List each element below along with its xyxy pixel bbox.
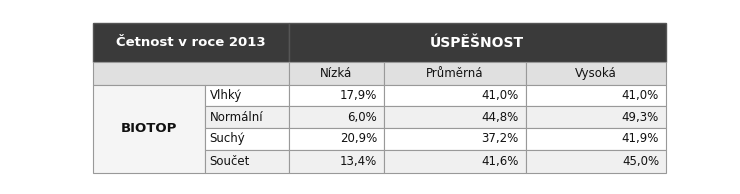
Bar bbox=[289, 128, 384, 150]
Bar bbox=[205, 128, 289, 150]
Text: Vlhký: Vlhký bbox=[209, 89, 242, 102]
Bar bbox=[384, 128, 525, 150]
Text: Nízká: Nízká bbox=[320, 67, 352, 80]
Bar bbox=[205, 150, 289, 173]
Bar bbox=[525, 128, 666, 150]
Text: 17,9%: 17,9% bbox=[340, 89, 377, 102]
Text: 6,0%: 6,0% bbox=[347, 111, 377, 124]
Text: 45,0%: 45,0% bbox=[622, 155, 659, 168]
Bar bbox=[525, 85, 666, 107]
Bar bbox=[525, 62, 666, 85]
Bar bbox=[525, 107, 666, 128]
Text: ÚSPĚŠNOST: ÚSPĚŠNOST bbox=[430, 36, 525, 49]
Text: 37,2%: 37,2% bbox=[482, 132, 519, 145]
Bar bbox=[384, 85, 525, 107]
Text: Normální: Normální bbox=[209, 111, 263, 124]
Bar bbox=[384, 150, 525, 173]
Text: Suchý: Suchý bbox=[209, 132, 245, 145]
Text: Součet: Součet bbox=[209, 155, 250, 168]
Bar bbox=[205, 107, 289, 128]
Text: 41,0%: 41,0% bbox=[622, 89, 659, 102]
Bar bbox=[525, 150, 666, 173]
Text: 41,0%: 41,0% bbox=[482, 89, 519, 102]
Bar bbox=[289, 85, 384, 107]
Text: Průměrná: Průměrná bbox=[426, 67, 483, 80]
Text: 41,9%: 41,9% bbox=[622, 132, 659, 145]
Bar bbox=[205, 85, 289, 107]
Bar bbox=[384, 62, 525, 85]
Text: 20,9%: 20,9% bbox=[340, 132, 377, 145]
Text: 13,4%: 13,4% bbox=[340, 155, 377, 168]
Text: Vysoká: Vysoká bbox=[575, 67, 616, 80]
Text: BIOTOP: BIOTOP bbox=[121, 122, 177, 135]
Text: 49,3%: 49,3% bbox=[622, 111, 659, 124]
Bar bbox=[289, 150, 384, 173]
Bar bbox=[92, 85, 205, 173]
Bar bbox=[92, 62, 289, 85]
Bar bbox=[289, 107, 384, 128]
Text: 44,8%: 44,8% bbox=[482, 111, 519, 124]
Text: Četnost v roce 2013: Četnost v roce 2013 bbox=[115, 36, 266, 49]
Text: 41,6%: 41,6% bbox=[482, 155, 519, 168]
Bar bbox=[384, 107, 525, 128]
Bar bbox=[289, 23, 666, 62]
Bar bbox=[289, 62, 384, 85]
Bar bbox=[92, 23, 289, 62]
